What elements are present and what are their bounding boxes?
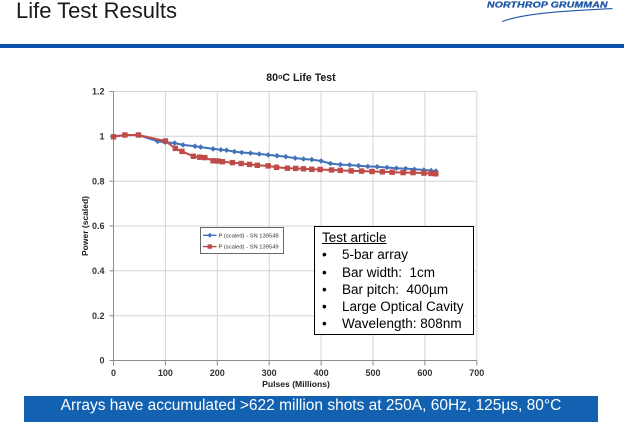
svg-text:Power (scaled): Power (scaled) xyxy=(80,196,90,256)
svg-text:600: 600 xyxy=(417,368,432,378)
svg-text:1.2: 1.2 xyxy=(92,87,105,97)
svg-text:0.4: 0.4 xyxy=(92,266,105,276)
svg-text:1: 1 xyxy=(99,132,104,142)
svg-text:P (scaled) - SN 139548: P (scaled) - SN 139548 xyxy=(219,233,279,239)
svg-text:Pulses (Millions): Pulses (Millions) xyxy=(262,379,330,389)
svg-text:0: 0 xyxy=(99,356,104,366)
svg-text:100: 100 xyxy=(158,368,173,378)
svg-text:700: 700 xyxy=(469,368,484,378)
svg-text:400: 400 xyxy=(314,368,329,378)
svg-text:500: 500 xyxy=(365,368,380,378)
svg-text:P (scaled) - SN 139549: P (scaled) - SN 139549 xyxy=(219,245,279,251)
svg-text:0.8: 0.8 xyxy=(92,176,105,186)
svg-text:200: 200 xyxy=(210,368,225,378)
svg-text:0.6: 0.6 xyxy=(92,221,105,231)
svg-text:0: 0 xyxy=(111,368,116,378)
svg-text:0.2: 0.2 xyxy=(92,311,105,321)
svg-text:80oC Life Test: 80oC Life Test xyxy=(266,72,336,84)
svg-text:NORTHROP GRUMMAN: NORTHROP GRUMMAN xyxy=(487,0,608,10)
svg-text:300: 300 xyxy=(262,368,277,378)
